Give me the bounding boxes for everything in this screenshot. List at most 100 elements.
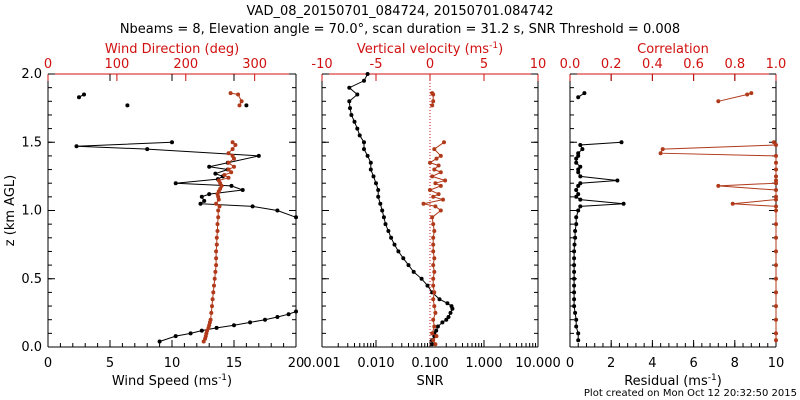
black-data-point — [214, 325, 219, 330]
black-data-point — [362, 140, 366, 145]
red-data-point — [774, 167, 778, 172]
bottom-tick-label: 0.100 — [411, 356, 448, 371]
red-data-point — [431, 99, 436, 104]
black-data-point — [574, 317, 579, 322]
red-data-point — [432, 290, 437, 295]
black-data-point — [349, 113, 354, 117]
red-data-point — [210, 297, 215, 302]
top-tick-label: 0 — [44, 57, 52, 72]
black-data-point — [435, 324, 440, 329]
black-data-point — [294, 215, 298, 220]
red-data-point — [774, 317, 778, 322]
red-data-point — [432, 304, 437, 309]
black-data-point — [619, 140, 624, 145]
red-data-point — [774, 338, 778, 343]
black-data-point — [368, 167, 373, 172]
black-data-point — [371, 174, 376, 179]
red-data-point — [774, 304, 778, 309]
black-data-point — [362, 147, 366, 152]
black-data-point — [74, 144, 79, 149]
red-data-point — [428, 188, 432, 192]
black-data-point — [378, 201, 383, 206]
red-data-point — [433, 204, 438, 209]
black-data-point — [572, 290, 577, 295]
red-data-point — [774, 331, 778, 336]
red-data-point — [430, 103, 435, 108]
red-data-point — [431, 235, 436, 240]
red-data-point — [430, 215, 435, 220]
top-tick-label: 0.6 — [683, 57, 704, 72]
black-data-point — [572, 276, 577, 281]
black-data-point — [572, 256, 577, 261]
black-data-point — [347, 99, 352, 104]
red-data-point — [441, 197, 445, 202]
red-data-point — [214, 242, 219, 247]
red-data-point — [212, 283, 216, 288]
black-data-point — [621, 201, 626, 206]
black-data-point — [199, 194, 204, 199]
bottom-tick-label: 2 — [607, 356, 615, 371]
red-data-point — [442, 140, 446, 145]
red-data-point — [431, 263, 436, 268]
red-data-point — [214, 249, 219, 254]
red-data-point — [774, 194, 778, 199]
red-data-point — [431, 249, 436, 254]
black-data-point — [386, 229, 391, 233]
black-data-point — [578, 181, 583, 186]
black-data-point — [576, 95, 581, 100]
figure-subtitle: Nbeams = 8, Elevation angle = 70.0°, sca… — [120, 22, 680, 37]
black-data-point — [188, 331, 193, 336]
black-data-point — [572, 297, 577, 302]
black-data-point — [294, 309, 298, 314]
black-data-point — [145, 147, 150, 152]
red-data-point — [230, 153, 235, 158]
black-data-point — [213, 171, 218, 176]
red-data-point — [226, 175, 231, 180]
red-data-point — [433, 342, 438, 347]
black-data-point — [576, 192, 581, 197]
red-data-point — [774, 222, 778, 227]
top-tick-label: 100 — [104, 57, 129, 72]
red-data-point — [432, 269, 437, 274]
black-data-point — [348, 106, 352, 111]
red-data-point — [239, 99, 244, 104]
black-data-point — [444, 317, 449, 322]
red-data-point — [229, 170, 234, 175]
black-data-point — [572, 269, 577, 274]
y-tick-label: 2.0 — [21, 67, 42, 82]
bottom-tick-label: 4 — [648, 356, 656, 371]
red-data-point — [226, 167, 231, 172]
top-tick-label: 0.8 — [724, 57, 745, 72]
black-data-point — [240, 188, 245, 192]
black-data-point — [434, 328, 439, 333]
bottom-tick-label: 8 — [731, 356, 739, 371]
bottom-axis-title: Residual (ms-1) — [624, 373, 722, 389]
y-axis-title: z (km AGL) — [3, 175, 18, 246]
black-data-point — [229, 183, 234, 188]
red-data-point — [774, 263, 778, 268]
black-data-point — [357, 133, 362, 138]
black-data-point — [448, 310, 453, 315]
black-data-point — [82, 92, 86, 97]
black-data-point — [383, 222, 388, 227]
red-data-point — [432, 229, 437, 233]
black-data-point — [411, 269, 416, 274]
red-data-point — [210, 304, 214, 309]
red-data-point — [433, 181, 438, 186]
bottom-tick-label: 15 — [226, 356, 243, 371]
top-tick-label: 10 — [530, 57, 547, 72]
top-tick-label: -10 — [311, 57, 332, 72]
top-tick-label: 300 — [242, 57, 267, 72]
black-data-point — [173, 181, 178, 186]
black-data-point — [202, 198, 207, 203]
black-data-point — [576, 208, 581, 213]
residual-panel: 0 2 4 6 8 10 Residual (ms-1) 0.0 0.2 0.4 0.6 0.8 1.0… — [560, 42, 787, 389]
black-data-point — [173, 334, 178, 339]
red-data-point — [443, 178, 448, 183]
black-data-point — [347, 85, 352, 90]
red-series-line — [423, 141, 447, 345]
red-data-point — [216, 178, 221, 183]
red-data-point — [237, 103, 242, 108]
red-data-point — [431, 276, 436, 281]
red-data-point — [658, 151, 663, 156]
